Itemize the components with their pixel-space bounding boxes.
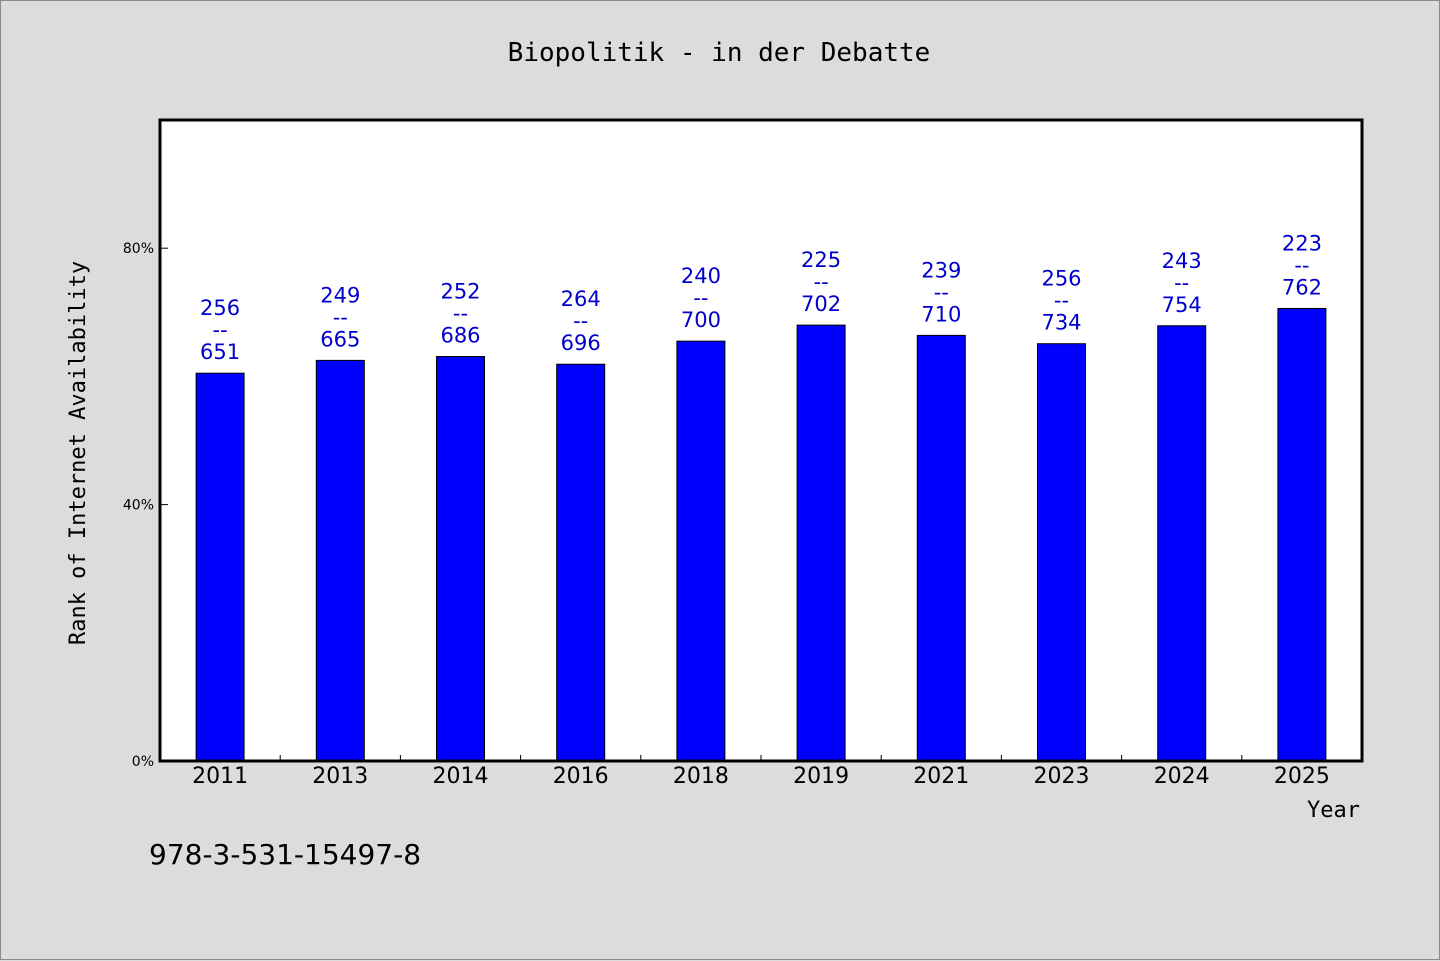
bar-label-bottom-2011: 651 [200, 340, 240, 364]
bar-label-top-2021: 239 [921, 258, 961, 282]
y-tick-label-40: 40% [123, 498, 154, 514]
bar-label-sep-2024: -- [1174, 271, 1189, 295]
bar-label-sep-2016: -- [573, 309, 588, 333]
x-tick-label-2016: 2016 [553, 764, 609, 789]
bar-2021 [916, 334, 966, 762]
x-tick-label-2018: 2018 [673, 764, 729, 789]
bar-label-top-2013: 249 [320, 283, 360, 307]
x-tick-label-2011: 2011 [192, 764, 248, 789]
plot-border [158, 118, 1364, 763]
bar-label-top-2014: 252 [440, 280, 480, 304]
bar-label-bottom-2024: 754 [1162, 293, 1202, 317]
bar-label-bottom-2013: 665 [320, 327, 360, 351]
bar-labels-layer: 256--651249--665252--686264--696240--700… [200, 231, 1322, 364]
x-tick-label-2023: 2023 [1034, 764, 1090, 789]
x-tick-label-2021: 2021 [913, 764, 969, 789]
bar-label-bottom-2023: 734 [1041, 311, 1081, 335]
bar-label-sep-2011: -- [213, 318, 228, 342]
bar-label-bottom-2021: 710 [921, 302, 961, 326]
y-axis-ticks: 0% 40% 80% [123, 241, 168, 770]
bar-2025 [1277, 307, 1327, 762]
x-tick-label-2019: 2019 [793, 764, 849, 789]
x-tick-label-2024: 2024 [1154, 764, 1210, 789]
x-tick-label-2014: 2014 [433, 764, 489, 789]
bar-label-sep-2018: -- [693, 286, 708, 310]
x-tick-label-2013: 2013 [312, 764, 368, 789]
bar-label-top-2023: 256 [1041, 267, 1081, 291]
y-tick-label-80: 80% [123, 241, 154, 257]
bar-label-bottom-2019: 702 [801, 292, 841, 316]
y-tick-label-0: 0% [132, 754, 154, 770]
bar-2016 [556, 363, 606, 762]
isbn-text: 978-3-531-15497-8 [149, 838, 421, 871]
y-axis-label: Rank of Internet Availability [66, 261, 91, 645]
bar-2023 [1037, 343, 1086, 762]
bar-label-sep-2019: -- [814, 270, 829, 294]
bar-label-sep-2023: -- [1054, 289, 1069, 313]
bar-label-top-2016: 264 [561, 287, 601, 311]
bar-label-top-2019: 225 [801, 248, 841, 272]
bar-2014 [436, 356, 485, 762]
bar-label-bottom-2016: 696 [561, 331, 601, 355]
bar-2018 [676, 340, 726, 762]
bar-label-bottom-2014: 686 [440, 324, 480, 348]
bar-2024 [1157, 325, 1207, 762]
bar-2011 [195, 372, 245, 762]
bar-label-top-2025: 223 [1282, 231, 1322, 255]
bar-label-top-2018: 240 [681, 264, 721, 288]
bar-label-sep-2025: -- [1294, 253, 1309, 277]
bars-layer [195, 307, 1327, 762]
bar-label-sep-2014: -- [453, 302, 468, 326]
chart-title: Biopolitik - in der Debatte [508, 38, 931, 68]
bar-label-top-2024: 243 [1162, 249, 1202, 273]
bar-2019 [796, 324, 846, 762]
bar-label-sep-2021: -- [934, 280, 949, 304]
bar-label-top-2011: 256 [200, 296, 240, 320]
x-tick-label-2025: 2025 [1274, 764, 1330, 789]
x-axis-label: Year [1307, 798, 1360, 823]
bar-label-bottom-2018: 700 [681, 308, 721, 332]
bar-2013 [315, 359, 365, 762]
bar-label-sep-2013: -- [333, 305, 348, 329]
bar-label-bottom-2025: 762 [1282, 275, 1322, 299]
